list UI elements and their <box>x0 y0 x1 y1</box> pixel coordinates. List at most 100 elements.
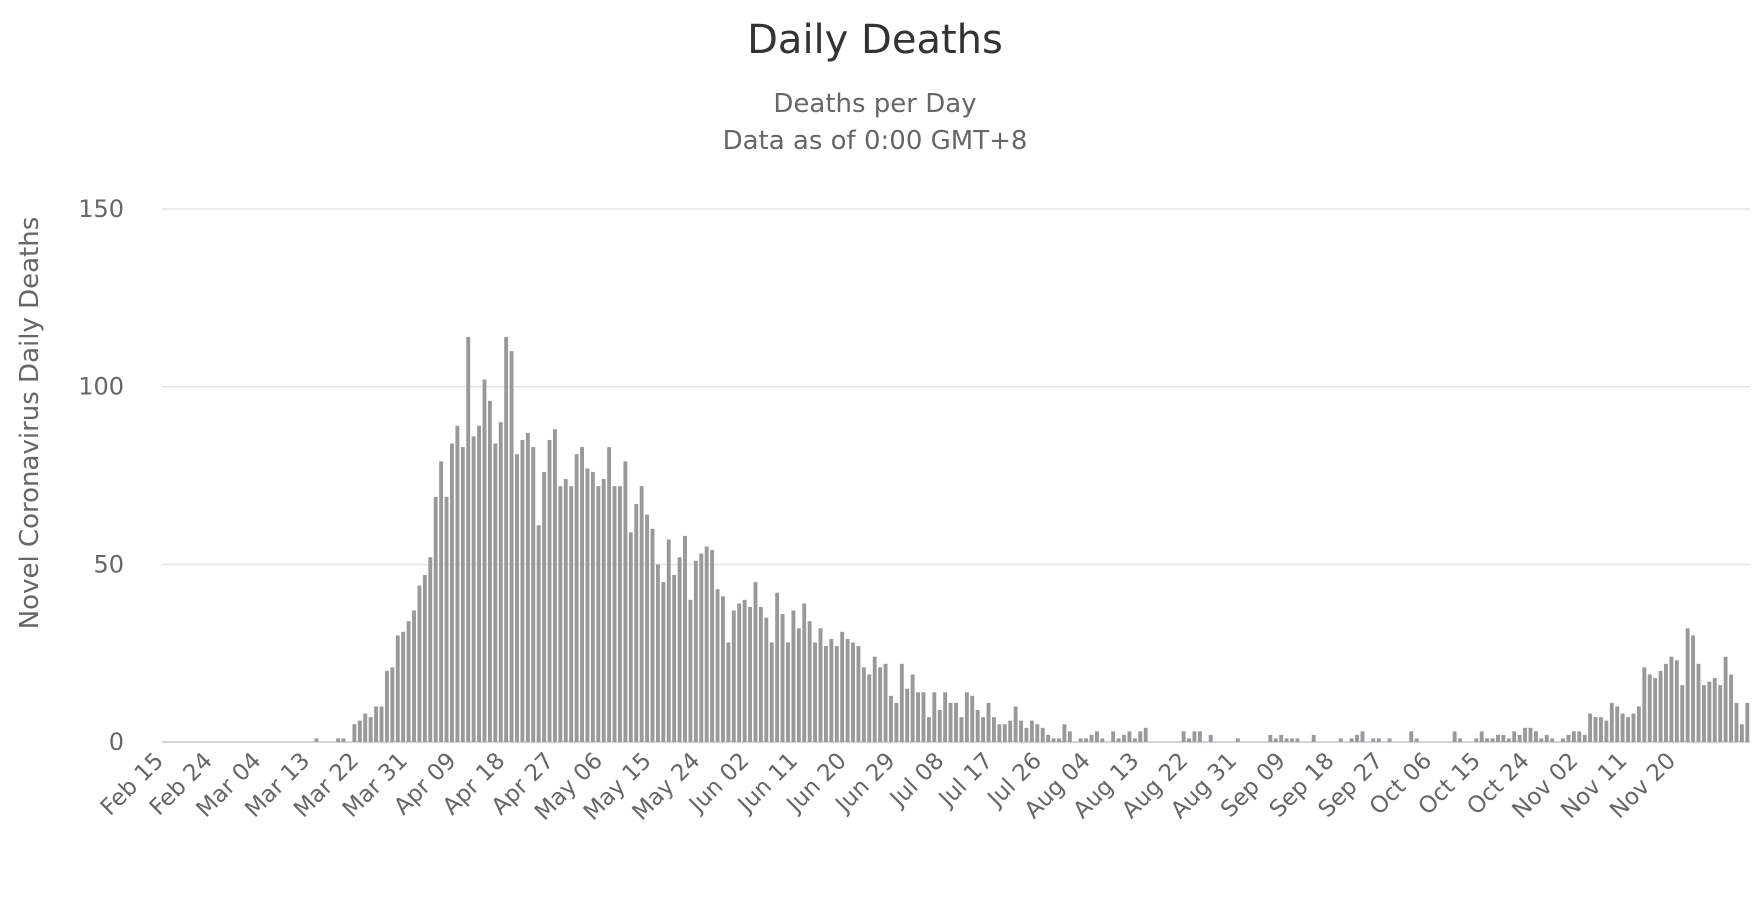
bar <box>1506 738 1511 742</box>
bar <box>1122 734 1126 742</box>
bar <box>1002 724 1007 742</box>
bar <box>1723 656 1728 742</box>
bar <box>937 710 942 742</box>
bar <box>1046 734 1051 742</box>
bar <box>1371 738 1376 742</box>
bar <box>813 642 818 742</box>
bar <box>905 688 910 742</box>
bar <box>1674 660 1679 742</box>
bar <box>428 557 433 742</box>
bar <box>417 585 422 742</box>
bar <box>981 717 986 742</box>
bar <box>851 642 855 742</box>
bar <box>569 486 574 742</box>
bar <box>542 471 547 742</box>
bar <box>948 702 953 742</box>
bar <box>1631 713 1636 742</box>
bar <box>466 336 471 742</box>
bar <box>715 589 720 742</box>
bar <box>704 546 709 742</box>
bar <box>590 471 595 742</box>
bar <box>1712 678 1717 742</box>
bar <box>1273 738 1278 742</box>
bar <box>845 638 850 742</box>
bar <box>1013 706 1018 742</box>
bar <box>1523 727 1528 742</box>
y-tick-label: 150 <box>78 195 124 223</box>
bar <box>547 439 552 742</box>
bar <box>509 351 514 742</box>
bar <box>1599 717 1603 742</box>
bar <box>314 738 319 742</box>
bar <box>726 642 731 742</box>
bar <box>802 603 807 742</box>
bar <box>1116 738 1121 742</box>
bar <box>1414 738 1419 742</box>
bar <box>390 667 395 742</box>
bar <box>1533 731 1538 742</box>
bar <box>758 606 763 742</box>
bar <box>1349 738 1354 742</box>
bar <box>1718 685 1723 742</box>
bar <box>1653 678 1658 742</box>
bar <box>1544 734 1549 742</box>
bar <box>1739 724 1744 742</box>
bar <box>504 336 509 742</box>
bar <box>986 702 991 742</box>
bar <box>422 574 427 742</box>
bar <box>748 606 752 742</box>
bar <box>1387 738 1392 742</box>
bar <box>1132 738 1137 742</box>
bar <box>628 532 633 742</box>
bar <box>1360 731 1365 742</box>
bar <box>807 621 812 742</box>
bar <box>395 635 400 742</box>
bar <box>970 695 975 742</box>
bar <box>634 503 639 742</box>
bar <box>932 692 937 742</box>
bar <box>1604 720 1609 742</box>
y-axis-ticks: 0 50 100 150 <box>78 195 124 756</box>
bar <box>975 710 980 742</box>
bar <box>618 486 622 742</box>
bar <box>764 617 769 742</box>
bar <box>1181 731 1186 742</box>
bar <box>439 461 444 742</box>
bar <box>1290 738 1294 742</box>
bar <box>889 695 893 742</box>
bar <box>834 646 839 742</box>
bar <box>1409 731 1414 742</box>
bar <box>1647 674 1652 742</box>
bar <box>1458 738 1462 742</box>
bar <box>1658 670 1663 742</box>
bar <box>1577 731 1582 742</box>
bar <box>1019 720 1023 742</box>
chart-subtitle-line-2: Data as of 0:00 GMT+8 <box>723 126 1028 156</box>
bar <box>1691 635 1696 742</box>
bar <box>693 560 698 742</box>
bar <box>1094 731 1099 742</box>
bar <box>379 706 384 742</box>
bar <box>1138 731 1143 742</box>
bar <box>1745 702 1750 742</box>
bar <box>1566 734 1571 742</box>
bar <box>959 717 964 742</box>
bar <box>1561 738 1565 742</box>
bar <box>477 425 482 742</box>
bar <box>1517 734 1522 742</box>
bar <box>1501 734 1506 742</box>
bar <box>916 692 921 742</box>
bar <box>433 496 438 742</box>
bar <box>1490 738 1495 742</box>
bar <box>1496 734 1500 742</box>
bar <box>899 663 904 742</box>
bar <box>1701 685 1706 742</box>
bar <box>1084 738 1089 742</box>
bar <box>1685 628 1690 742</box>
bar <box>1062 724 1067 742</box>
bar <box>596 486 601 742</box>
bar <box>368 717 373 742</box>
bar <box>1089 734 1094 742</box>
bar <box>1664 663 1668 742</box>
bar <box>639 486 644 742</box>
